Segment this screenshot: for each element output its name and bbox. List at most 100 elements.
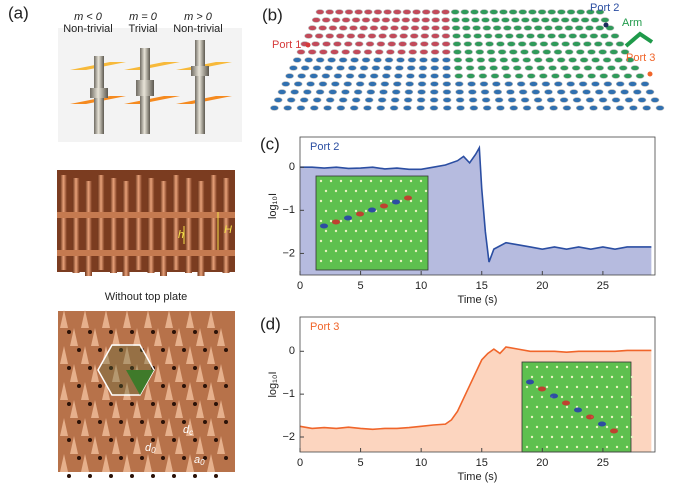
inset-dot: [374, 229, 378, 233]
lattice-pillar: [572, 97, 582, 103]
cone: [102, 310, 110, 328]
lattice-pillar: [517, 41, 527, 47]
lattice-pillar: [361, 57, 371, 63]
inset-dot: [354, 209, 358, 213]
hole: [203, 420, 207, 424]
port-marker: [305, 42, 311, 48]
cone: [91, 328, 99, 346]
lattice-pillar: [357, 33, 366, 39]
x-tick-label: 10: [415, 457, 427, 469]
inset-dot: [349, 219, 353, 223]
inset-dot: [389, 259, 393, 263]
lattice-pillar: [561, 41, 570, 47]
hole: [119, 420, 123, 424]
lattice-pillar: [420, 41, 429, 47]
lattice-pillar: [314, 33, 324, 39]
inset-dot: [399, 259, 403, 263]
inset-dot: [600, 435, 604, 439]
lattice-pillar: [493, 89, 503, 95]
inset-dot: [595, 365, 599, 369]
hole: [98, 456, 102, 460]
lattice-pillar: [474, 41, 484, 47]
lattice-pillar: [411, 17, 421, 23]
inset-blob: [610, 428, 618, 434]
lattice-pillar: [655, 105, 665, 111]
inset-dot: [319, 199, 323, 203]
inset-dot: [610, 375, 614, 379]
cone: [81, 454, 89, 472]
lattice-pillar: [323, 105, 332, 111]
lattice-pillar: [618, 65, 628, 71]
inset-dot: [394, 229, 398, 233]
lattice-pillar: [480, 89, 490, 95]
lattice-pillar: [539, 41, 549, 47]
lattice-pillar: [401, 17, 411, 23]
inset-dot: [590, 375, 594, 379]
lattice-pillar: [397, 49, 406, 55]
inset-dot: [339, 259, 343, 263]
hole: [182, 384, 186, 388]
inset-dot: [615, 405, 619, 409]
inset-dot: [334, 189, 338, 193]
lattice-pillar: [518, 9, 528, 15]
inset-dot: [369, 199, 373, 203]
lattice-pillar: [392, 81, 402, 87]
cone: [91, 364, 99, 382]
lattice-pillar: [297, 73, 306, 79]
lattice-pillar: [497, 49, 507, 55]
dimension-label: d0: [145, 442, 156, 455]
lattice-pillar: [551, 73, 560, 79]
lattice-pillar: [518, 89, 528, 95]
hole: [193, 330, 197, 334]
inset-dot: [565, 445, 569, 449]
panel-label: (d): [260, 314, 281, 333]
lattice-pillar: [462, 33, 472, 39]
photo-label: h: [178, 229, 184, 241]
inset-blob: [598, 421, 606, 427]
hole: [182, 456, 186, 460]
inset-dot: [630, 395, 634, 399]
lattice-pillar: [465, 57, 474, 63]
lattice-pillar: [373, 57, 382, 63]
cone: [81, 310, 89, 328]
lattice-pillar: [290, 89, 299, 95]
hole: [130, 330, 134, 334]
photo-pillars: [60, 175, 230, 276]
lattice-pillar: [477, 65, 487, 71]
lattice-pillar: [389, 105, 399, 111]
hole: [193, 438, 197, 442]
photo-label: H: [224, 224, 232, 236]
lattice-pillar: [536, 65, 546, 71]
lattice-pillar: [466, 73, 476, 79]
lattice-pillar: [328, 89, 338, 95]
case-condition: m = 0: [129, 11, 158, 23]
lattice-pillar: [286, 97, 296, 103]
cone: [217, 400, 225, 418]
inset-dot: [349, 199, 353, 203]
inset-dot: [324, 249, 328, 253]
lattice-pillar: [468, 89, 477, 95]
pillar: [72, 178, 80, 273]
inset-dot: [545, 405, 549, 409]
hole: [67, 474, 71, 478]
hole: [119, 348, 123, 352]
inset-dot: [329, 219, 333, 223]
inset-dot: [369, 219, 373, 223]
lattice-pillar: [315, 57, 325, 63]
lattice-pillar: [508, 49, 518, 55]
lattice-pillar: [640, 81, 650, 87]
lattice-pillar: [430, 65, 440, 71]
panel-label: (a): [8, 3, 29, 22]
lattice-pillar: [300, 65, 310, 71]
inset-dot: [389, 219, 393, 223]
lattice-pillar: [580, 17, 590, 23]
lattice-pillar: [595, 9, 605, 15]
lattice-pillar: [351, 17, 361, 23]
lattice-pillar: [599, 73, 609, 79]
lattice-pillar: [307, 49, 317, 55]
y-tick-label: −2: [282, 247, 295, 259]
inset-dot: [339, 199, 343, 203]
lattice-pillar: [325, 97, 335, 103]
lattice-pillar: [312, 97, 322, 103]
lattice-pillar: [600, 17, 610, 23]
